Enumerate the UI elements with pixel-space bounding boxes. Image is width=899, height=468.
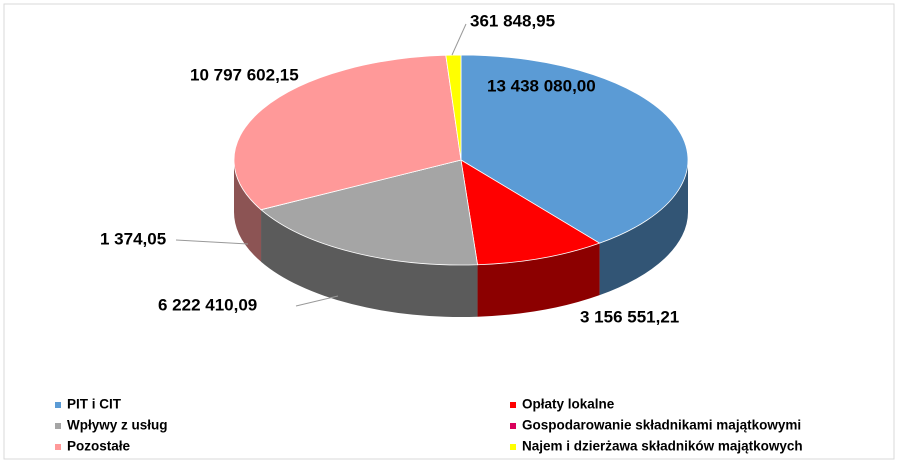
legend-swatch	[55, 402, 61, 408]
legend-label: Wpływy z usług	[67, 418, 168, 433]
value-label: 10 797 602,15	[190, 65, 299, 84]
legend-label: Gospodarowanie składnikami majątkowymi	[522, 418, 801, 433]
legend-swatch	[510, 423, 516, 429]
legend-swatch	[510, 444, 516, 450]
legend-label: Opłaty lokalne	[522, 397, 615, 412]
legend-label: Pozostałe	[67, 439, 131, 454]
value-label: 13 438 080,00	[487, 76, 596, 95]
legend-swatch	[55, 423, 61, 429]
value-label: 6 222 410,09	[158, 295, 257, 314]
value-label: 1 374,05	[100, 229, 166, 248]
legend-swatch	[55, 444, 61, 450]
legend-label: Najem i dzierżawa składników majątkowych	[522, 439, 803, 454]
legend-swatch	[510, 402, 516, 408]
legend-label: PIT i CIT	[67, 397, 122, 412]
value-label: 361 848,95	[470, 11, 555, 30]
value-label: 3 156 551,21	[580, 307, 679, 326]
